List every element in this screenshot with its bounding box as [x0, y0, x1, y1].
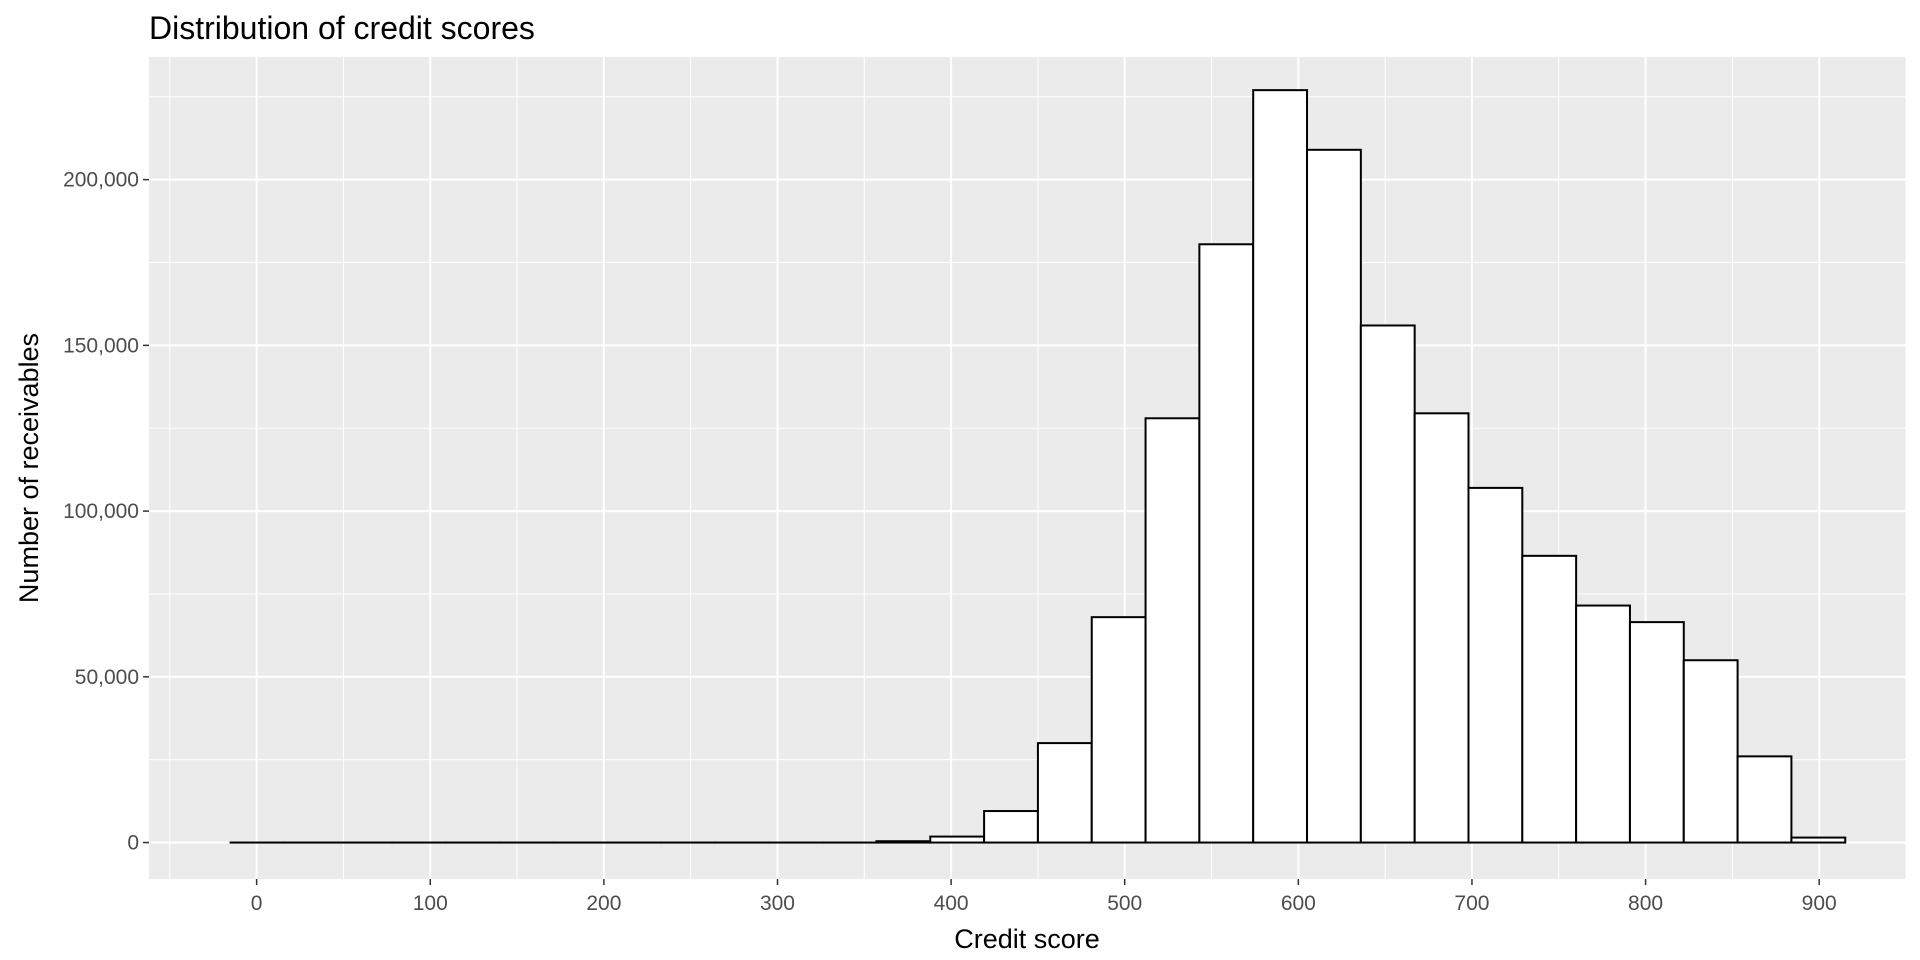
x-tick-label: 700 — [1454, 892, 1489, 915]
y-tick-label: 200,000 — [63, 169, 139, 192]
histogram-bar — [1198, 243, 1255, 844]
histogram-bar — [1521, 554, 1578, 844]
x-tick-label: 100 — [413, 892, 448, 915]
histogram-bar — [1413, 412, 1470, 844]
histogram-bar — [1036, 742, 1093, 844]
histogram-bar — [1306, 148, 1362, 844]
axes: 0 100 200 300 400 500 600 700 800 900 0 50,000 100,0… — [63, 169, 1837, 915]
histogram-bar — [1467, 486, 1524, 844]
x-tick-label: 0 — [251, 892, 263, 915]
x-tick-label: 800 — [1628, 892, 1663, 915]
histogram-bar — [1628, 621, 1685, 844]
x-tick-label: 900 — [1802, 892, 1837, 915]
y-tick-label: 50,000 — [75, 666, 139, 689]
x-tick-label: 200 — [586, 892, 621, 915]
x-tick-label: 600 — [1281, 892, 1316, 915]
y-tick-label: 0 — [127, 832, 139, 855]
histogram-bar — [983, 810, 1039, 844]
grid-lines — [149, 57, 1907, 879]
histogram-bar — [875, 840, 932, 844]
x-tick-label: 500 — [1107, 892, 1142, 915]
histogram-bar — [929, 835, 986, 844]
histogram-bar — [1790, 836, 1847, 844]
y-axis-title: Number of receivables — [14, 333, 44, 603]
x-axis-title: Credit score — [954, 924, 1100, 954]
histogram-bars — [229, 89, 1847, 844]
x-tick-label: 300 — [760, 892, 795, 915]
histogram-bar — [1144, 417, 1201, 844]
histogram-bar — [1359, 324, 1416, 844]
histogram-bar — [1575, 604, 1631, 844]
histogram-bar — [1252, 89, 1309, 844]
histogram-bar — [1090, 616, 1147, 844]
chart-title: Distribution of credit scores — [149, 10, 535, 46]
histogram-bar — [1682, 659, 1739, 844]
histogram-bar — [1736, 755, 1793, 844]
y-tick-label: 100,000 — [63, 500, 139, 523]
y-tick-label: 150,000 — [63, 334, 139, 357]
x-tick-label: 400 — [934, 892, 969, 915]
